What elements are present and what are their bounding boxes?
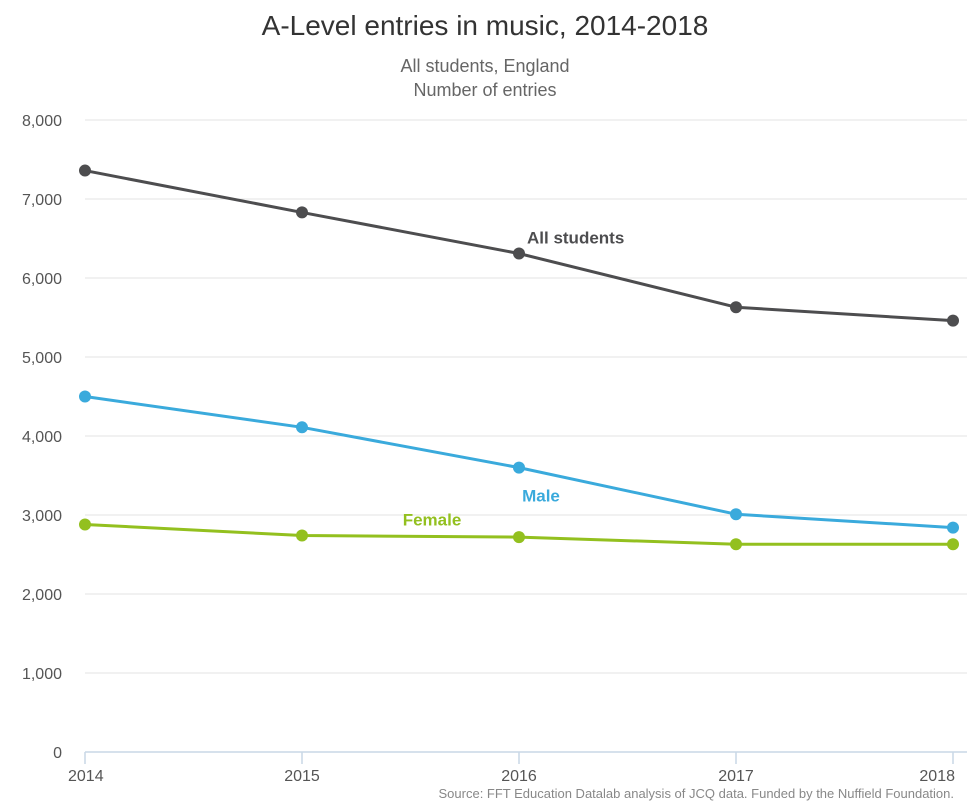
- axes: 0 1,000 2,000 3,000 4,000 5,000 6,000 7,000 8,00…: [22, 113, 967, 785]
- data-point-male: [513, 461, 525, 474]
- source-note: Source: FFT Education Datalab analysis o…: [438, 786, 954, 801]
- y-tick-label: 5,000: [22, 350, 62, 367]
- data-point-male: [296, 421, 308, 434]
- grid-lines: [85, 119, 967, 674]
- data-point-female: [513, 531, 525, 544]
- y-tick-label: 3,000: [22, 508, 62, 525]
- y-tick-label: 6,000: [22, 271, 62, 288]
- x-tick-label: 2018: [919, 768, 955, 785]
- x-tick-label: 2016: [501, 768, 537, 785]
- data-point-all-students: [947, 314, 959, 327]
- chart-subtitle: All students, England Number of entries: [0, 54, 970, 102]
- y-tick-label: 4,000: [22, 429, 62, 446]
- data-point-all-students: [513, 247, 525, 260]
- series-label-all-students: All students: [527, 229, 624, 248]
- x-tick-label: 2017: [718, 768, 754, 785]
- data-point-all-students: [296, 206, 308, 219]
- x-tick-label: 2014: [68, 768, 104, 785]
- data-point-female: [296, 529, 308, 542]
- data-point-male: [947, 521, 959, 534]
- x-tick-label: 2015: [284, 768, 320, 785]
- data-point-female: [947, 538, 959, 551]
- series-label-male: Male: [522, 487, 560, 506]
- y-tick-label: 0: [53, 745, 62, 762]
- y-tick-label: 1,000: [22, 666, 62, 683]
- y-tick-label: 2,000: [22, 587, 62, 604]
- series-labels: All students Male Female: [403, 229, 625, 530]
- data-point-all-students: [730, 301, 742, 314]
- data-point-male: [730, 508, 742, 521]
- series-lines: [79, 164, 959, 551]
- data-point-female: [730, 538, 742, 551]
- y-tick-label: 8,000: [22, 113, 62, 130]
- series-label-female: Female: [403, 511, 462, 530]
- data-point-all-students: [79, 164, 91, 177]
- chart-title: A-Level entries in music, 2014-2018: [261, 10, 709, 41]
- subtitle-line-2: Number of entries: [413, 80, 557, 100]
- y-tick-label: 7,000: [22, 192, 62, 209]
- data-point-female: [79, 518, 91, 531]
- data-point-male: [79, 390, 91, 403]
- series-line-all-students: [83, 169, 955, 323]
- subtitle-line-1: All students, England: [400, 56, 570, 76]
